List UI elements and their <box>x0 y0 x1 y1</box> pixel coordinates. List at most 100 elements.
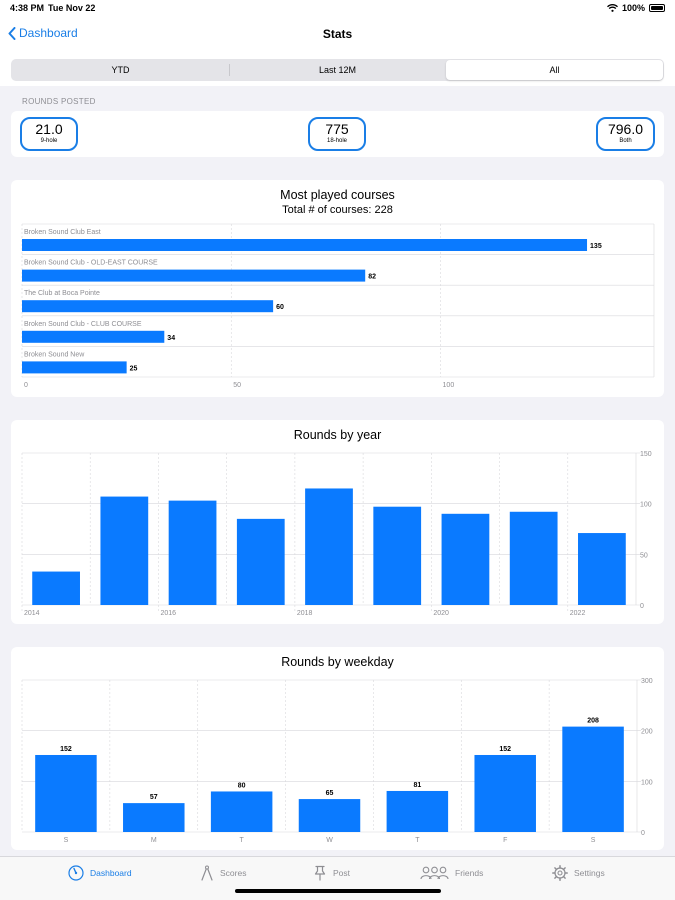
course-name-label: Broken Sound New <box>24 351 85 358</box>
courses-chart-subtitle: Total # of courses: 228 <box>282 204 393 216</box>
course-value-label: 34 <box>167 335 175 342</box>
nine-hole-label: 9-hole <box>40 138 58 144</box>
weekday-value-label: 152 <box>499 746 511 753</box>
weekday-value-label: 152 <box>60 746 72 753</box>
weekday-bar <box>123 803 185 832</box>
period-segmented-control: YTD Last 12M All <box>11 59 664 81</box>
rounds-by-year-card: Rounds by year 0 50 100 150 2014 2016 2018 2020… <box>11 420 664 624</box>
weekday-value-label: 81 <box>413 782 421 789</box>
gear-icon <box>552 865 568 881</box>
weekday-x-tick-label: T <box>415 837 420 844</box>
battery-icon <box>649 4 665 12</box>
year-bar <box>373 506 422 605</box>
year-y-tick-label: 0 <box>640 603 644 610</box>
page-title: Stats <box>322 27 353 41</box>
rounds-by-weekday-card: Rounds by weekday 0 100 200 300 152 S 57 M 80 T 65… <box>11 647 664 850</box>
weekday-bar <box>474 754 536 832</box>
tab-scores[interactable]: Scores <box>200 865 246 881</box>
weekday-chart-title: Rounds by weekday <box>281 655 394 669</box>
weekday-y-tick-label: 300 <box>641 678 653 685</box>
nine-hole-stat: 21.0 9-hole <box>20 117 78 151</box>
status-bar: 4:38 PM Tue Nov 22 100% <box>0 0 675 18</box>
course-value-label: 135 <box>590 243 602 250</box>
segment-ytd[interactable]: YTD <box>111 65 130 75</box>
year-bar <box>441 513 490 605</box>
segment-bar: YTD Last 12M All <box>0 50 675 86</box>
segment-last-12m[interactable]: Last 12M <box>229 60 446 80</box>
course-name-label: Broken Sound Club - OLD-EAST COURSE <box>24 260 158 267</box>
weekday-bar <box>210 791 273 832</box>
tab-dashboard[interactable]: Dashboard <box>68 865 132 881</box>
course-bar <box>22 269 366 282</box>
compass-icon <box>201 865 213 881</box>
eighteen-hole-value: 775 <box>325 121 349 137</box>
home-indicator <box>235 889 441 893</box>
weekday-y-tick-label: 0 <box>641 830 645 837</box>
tab-dashboard-label: Dashboard <box>90 868 132 878</box>
year-bar <box>509 511 558 605</box>
eighteen-hole-label: 18-hole <box>326 138 347 144</box>
navigation-bar: Dashboard Stats <box>0 18 675 50</box>
year-y-tick-label: 100 <box>640 502 652 509</box>
people-icon <box>420 866 449 880</box>
weekday-y-tick-label: 200 <box>641 729 653 736</box>
both-value: 796.0 <box>607 121 644 137</box>
tab-post[interactable]: Post <box>313 865 350 881</box>
year-bar <box>32 571 80 605</box>
year-y-tick-label: 50 <box>640 552 648 559</box>
tab-bar: Dashboard Scores Post Friends Settin <box>0 856 675 900</box>
rounds-posted-label: ROUNDS POSTED <box>22 97 96 106</box>
tab-scores-label: Scores <box>220 868 247 878</box>
both-stat: 796.0 Both <box>596 117 655 151</box>
wifi-icon <box>607 4 618 12</box>
tab-settings[interactable]: Settings <box>552 865 605 881</box>
tab-friends[interactable]: Friends <box>420 865 483 881</box>
tab-settings-label: Settings <box>574 868 605 878</box>
year-x-tick-label: 2014 <box>24 610 40 617</box>
battery-percent: 100% <box>621 3 645 13</box>
weekday-x-tick-label: S <box>591 837 596 844</box>
chevron-left-icon <box>8 26 16 40</box>
course-value-label: 60 <box>276 304 284 311</box>
weekday-x-tick-label: T <box>240 837 245 844</box>
rounds-posted-card: 21.0 9-hole 775 18-hole 796.0 Both <box>11 111 664 157</box>
both-label: Both <box>619 138 632 144</box>
year-bar <box>100 496 149 605</box>
tab-post-label: Post <box>333 868 351 878</box>
weekday-bar <box>35 754 97 832</box>
tab-friends-label: Friends <box>455 868 484 878</box>
year-bar <box>236 518 285 605</box>
weekday-x-tick-label: W <box>326 837 333 844</box>
weekday-value-label: 57 <box>150 794 158 801</box>
weekday-value-label: 208 <box>587 718 599 725</box>
year-chart: 0 50 100 150 2014 2016 2018 2020 2022 <box>21 451 652 617</box>
year-bar <box>578 533 626 605</box>
eighteen-hole-stat: 775 18-hole <box>308 117 366 151</box>
weekday-x-tick-label: M <box>151 837 157 844</box>
gauge-icon <box>68 865 84 881</box>
back-button[interactable]: Dashboard <box>8 26 78 40</box>
courses-x-tick-label: 50 <box>233 382 241 389</box>
weekday-value-label: 65 <box>326 790 334 797</box>
nine-hole-value: 21.0 <box>35 121 63 137</box>
back-label: Dashboard <box>19 26 78 40</box>
course-value-label: 25 <box>130 365 138 372</box>
weekday-bar <box>298 799 361 832</box>
year-x-tick-label: 2016 <box>160 610 176 617</box>
weekday-bar <box>386 790 449 832</box>
weekday-y-tick-label: 100 <box>641 779 653 786</box>
year-y-tick-label: 150 <box>640 451 652 458</box>
year-bar <box>168 500 217 605</box>
course-value-label: 82 <box>368 274 376 281</box>
year-x-tick-label: 2022 <box>570 610 586 617</box>
weekday-value-label: 80 <box>238 782 246 789</box>
segment-all[interactable]: All <box>446 60 663 80</box>
course-name-label: The Club at Boca Pointe <box>24 290 100 297</box>
courses-chart: 0 50 100 Broken Sound Club East 135 Broken So… <box>21 223 655 389</box>
courses-chart-title: Most played courses <box>280 188 395 202</box>
year-x-tick-label: 2020 <box>433 610 449 617</box>
weekday-x-tick-label: S <box>64 837 69 844</box>
course-name-label: Broken Sound Club East <box>24 229 101 236</box>
course-name-label: Broken Sound Club - CLUB COURSE <box>24 321 142 328</box>
weekday-chart: 0 100 200 300 152 S 57 M 80 T 65 W 81 T 152 F 208 S <box>21 678 653 844</box>
